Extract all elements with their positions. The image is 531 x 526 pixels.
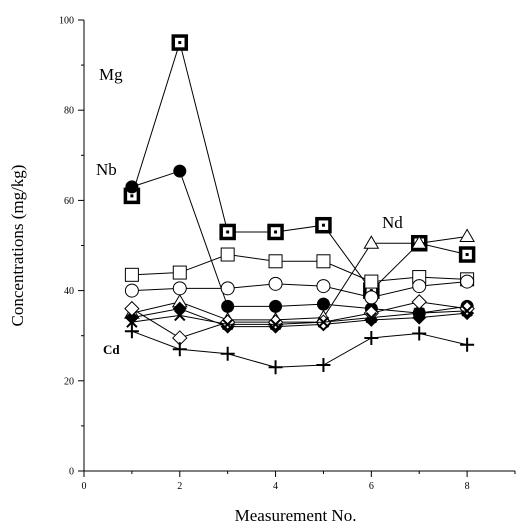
y-tick-label: 100 <box>59 16 74 27</box>
series-line <box>131 310 468 325</box>
data-point <box>364 290 379 305</box>
data-point <box>317 316 330 328</box>
data-point <box>412 279 427 294</box>
y-axis-title: Concentrations (mg/kg) <box>8 165 27 327</box>
data-point <box>268 254 283 269</box>
data-point-center <box>321 223 325 227</box>
data-point <box>412 310 427 325</box>
data-point <box>220 247 235 262</box>
data-point <box>364 274 379 289</box>
data-point-center <box>274 230 278 234</box>
series-layer <box>123 34 476 375</box>
series-line <box>131 330 468 368</box>
x-tick-label: 6 <box>369 481 374 492</box>
y-tick-label: 80 <box>64 106 74 117</box>
data-point <box>316 254 331 269</box>
data-point <box>365 311 378 324</box>
data-point <box>316 358 331 373</box>
data-point <box>124 267 139 282</box>
x-tick-label: 8 <box>465 481 470 492</box>
series-line <box>131 235 468 321</box>
data-point <box>174 309 186 322</box>
series-line <box>131 254 468 283</box>
data-point <box>220 281 235 296</box>
data-point <box>459 228 475 242</box>
data-point <box>460 274 475 289</box>
data-point <box>363 235 380 249</box>
annotations: Mg Nb Nd Cd <box>96 65 403 357</box>
data-point <box>124 310 139 325</box>
data-point <box>173 164 187 178</box>
axes: 0 20 40 60 80 100 0 2 4 6 8 <box>59 16 516 492</box>
x-tick-label: 0 <box>82 481 87 492</box>
y-tick-label: 60 <box>64 196 74 207</box>
data-point <box>269 318 282 331</box>
series-line <box>131 308 468 328</box>
x-tick-label: 4 <box>273 481 278 492</box>
data-point <box>316 297 330 311</box>
annotation-nb: Nb <box>96 160 117 179</box>
data-point <box>461 305 473 317</box>
data-point <box>411 294 427 310</box>
annotation-cd: Cd <box>103 342 120 357</box>
data-point <box>124 300 140 317</box>
series-unnamed-8 <box>126 305 473 331</box>
data-point <box>268 276 283 291</box>
data-point <box>316 279 331 294</box>
data-point <box>172 265 187 280</box>
series-line <box>131 170 468 314</box>
data-point <box>460 337 475 352</box>
data-point <box>126 316 138 328</box>
data-point-center <box>178 41 182 45</box>
data-point <box>268 360 283 375</box>
data-point <box>220 346 235 361</box>
data-point-center <box>465 253 469 257</box>
y-tick-label: 40 <box>64 286 74 297</box>
x-axis-title: Measurement No. <box>235 506 357 525</box>
data-point <box>411 235 428 249</box>
series-line <box>131 281 468 298</box>
data-point <box>364 330 379 345</box>
data-point <box>172 281 187 296</box>
data-point <box>172 342 187 357</box>
data-point <box>221 318 234 331</box>
data-point <box>124 324 139 339</box>
y-tick-label: 20 <box>64 376 74 387</box>
data-point-center <box>226 230 230 234</box>
series-unnamed-5 <box>124 274 475 305</box>
data-point <box>221 299 235 313</box>
series-line <box>131 301 468 339</box>
data-point <box>125 180 139 194</box>
data-point <box>363 305 380 321</box>
annotation-nd: Nd <box>382 213 403 232</box>
x-tick-label: 2 <box>177 481 182 492</box>
data-point-center <box>130 194 134 198</box>
data-point <box>269 299 283 313</box>
annotation-mg: Mg <box>99 65 123 84</box>
series-cd <box>124 324 475 375</box>
y-tick-label: 0 <box>69 467 74 478</box>
data-point <box>413 307 425 319</box>
data-point <box>412 326 427 341</box>
data-point <box>124 283 139 298</box>
